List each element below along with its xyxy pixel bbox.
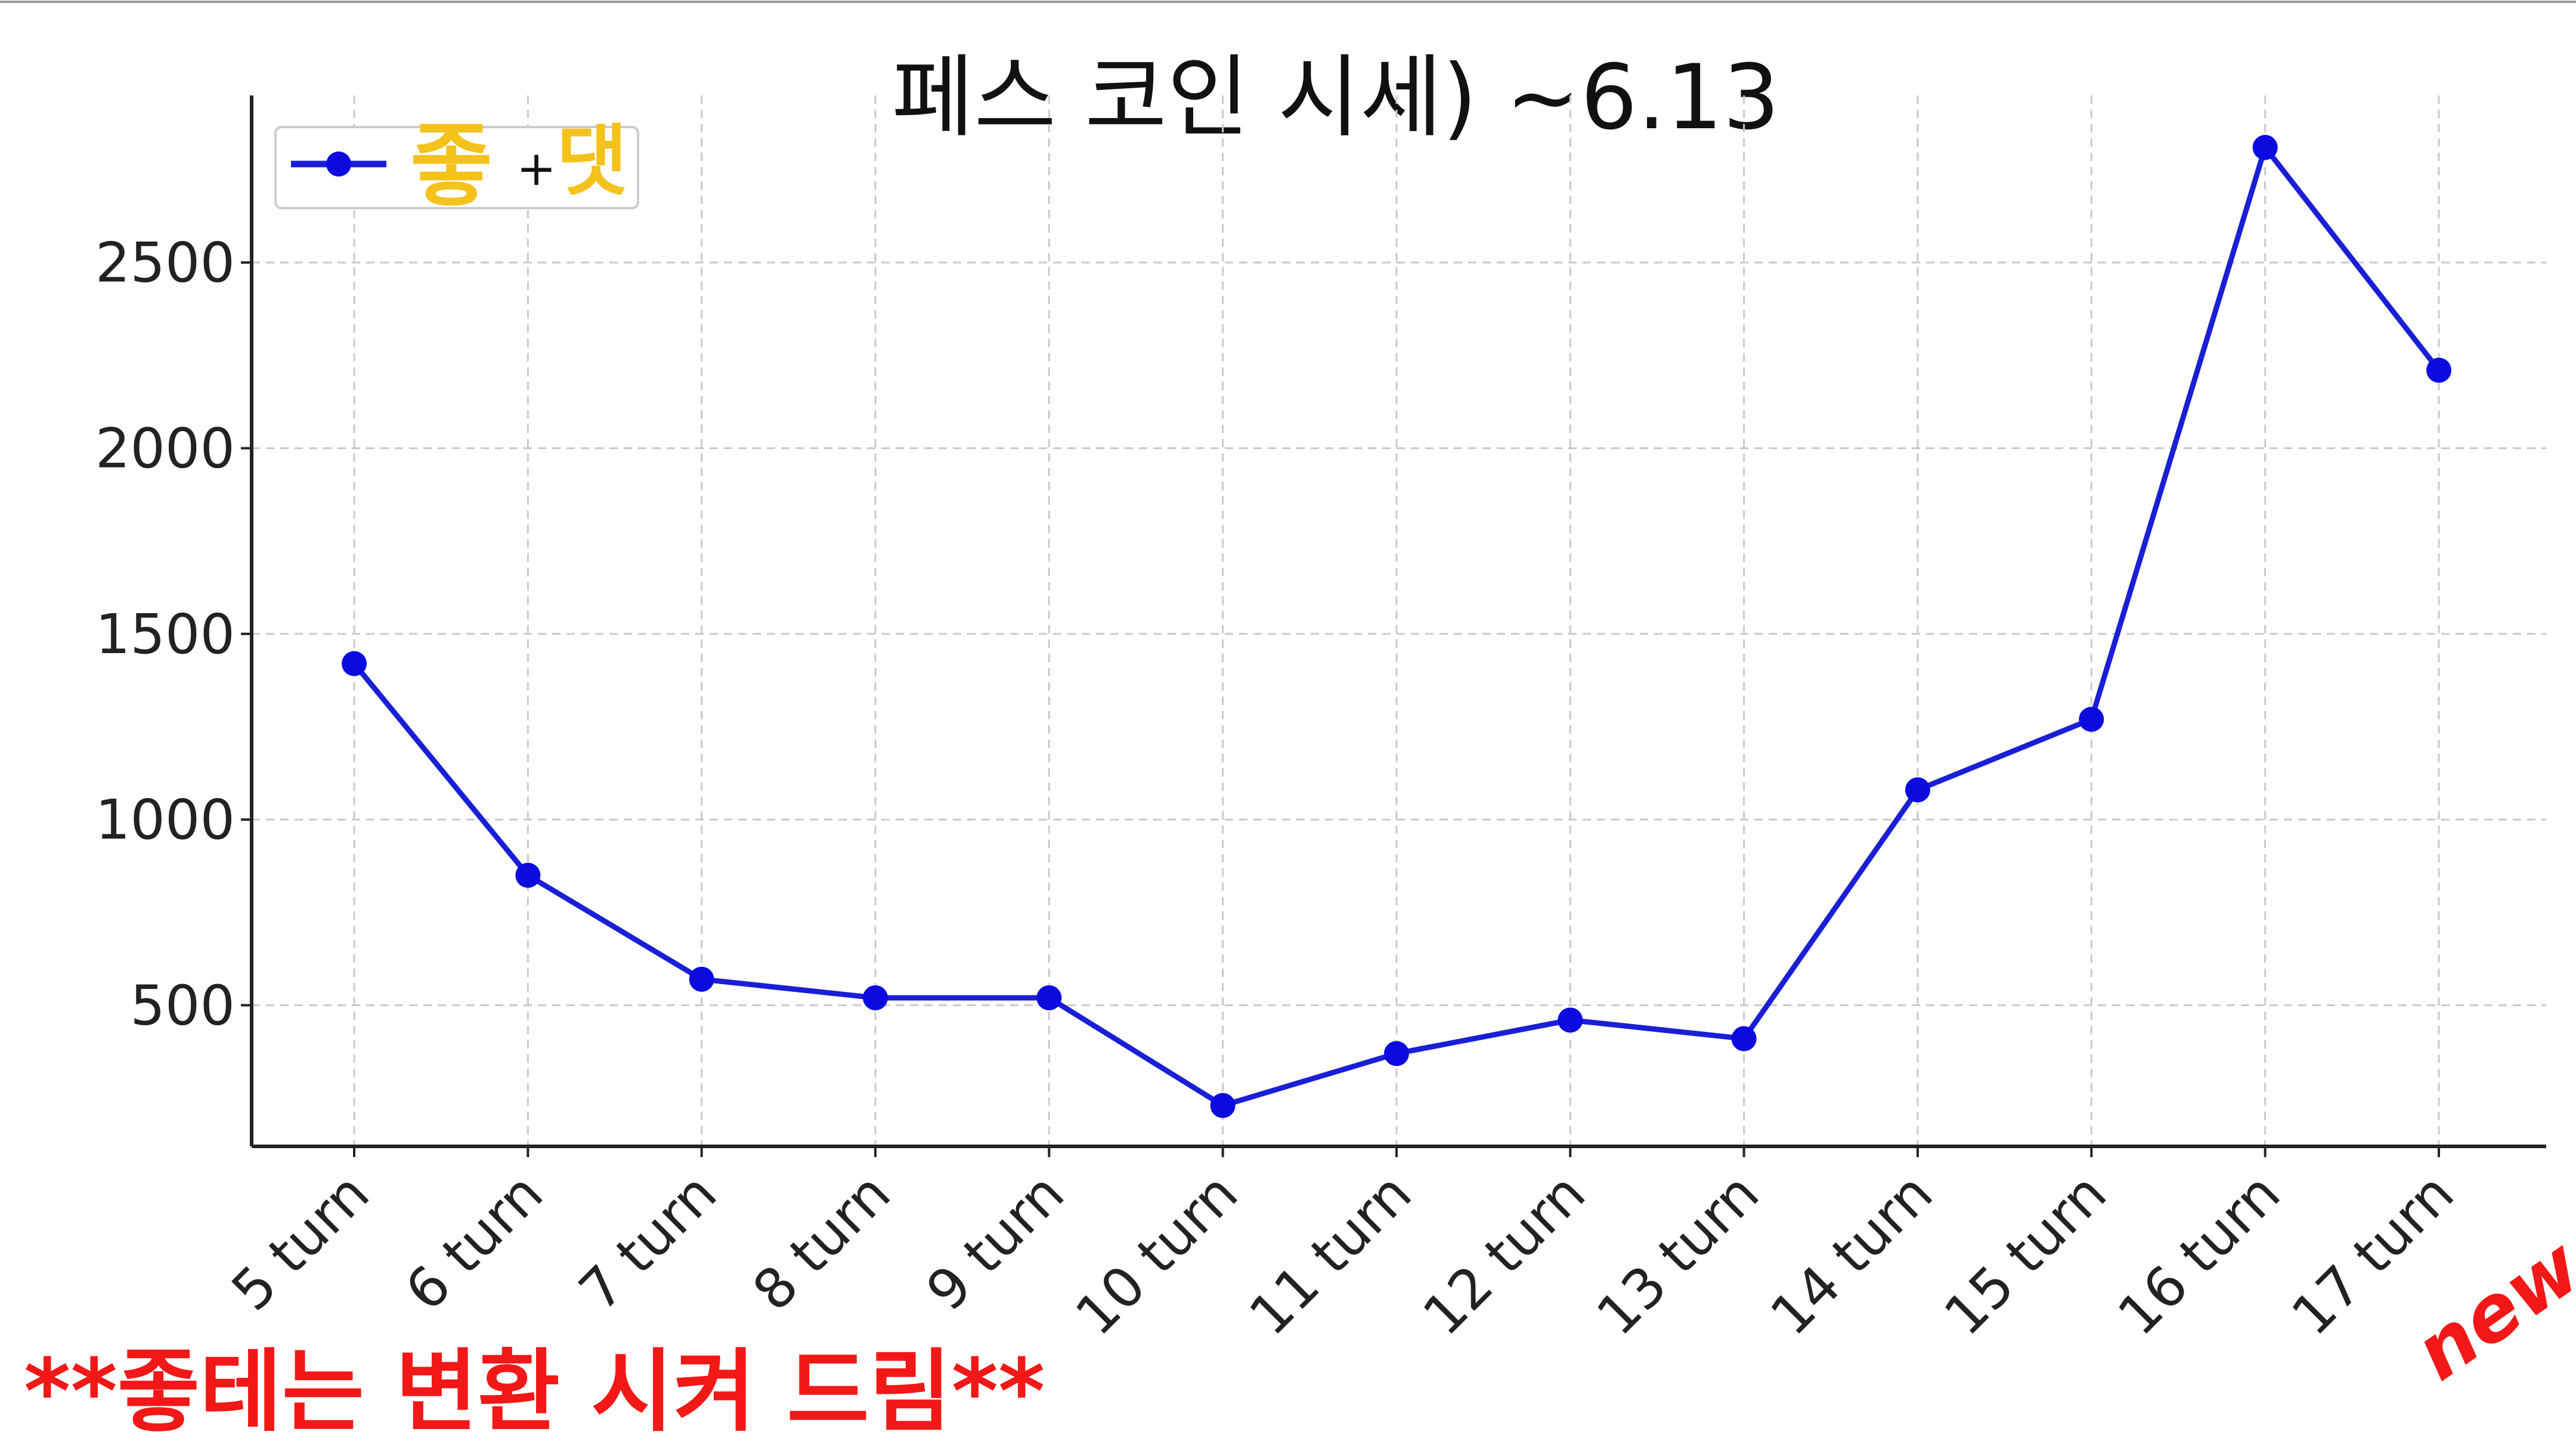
x-tick-label: 5 turn xyxy=(219,1161,381,1323)
x-tick-label: 12 turn xyxy=(1411,1161,1597,1348)
y-tick-labels: 500 1000 1500 2000 2500 xyxy=(95,231,235,1037)
footer-annotation: **좋테는 변환 시켜 드림** xyxy=(24,1340,1045,1441)
legend-marker-swatch xyxy=(326,151,351,177)
data-point xyxy=(1384,1041,1409,1066)
chart-title: 페스 코인 시세) ~6.13 xyxy=(891,46,1779,150)
data-point xyxy=(2426,357,2451,383)
data-point xyxy=(2079,706,2104,732)
legend-label-part-3: 댓 xyxy=(556,116,628,206)
x-tick-label: 16 turn xyxy=(2106,1161,2293,1348)
data-point xyxy=(342,651,367,676)
series-layer xyxy=(342,135,2451,1118)
x-tick-label: 9 turn xyxy=(915,1161,1076,1323)
data-point xyxy=(1558,1007,1583,1033)
x-tick-label: 8 turn xyxy=(741,1161,902,1323)
axes xyxy=(241,95,2546,1157)
y-tick-label: 1000 xyxy=(95,788,235,852)
data-point xyxy=(2252,135,2278,160)
x-tick-label: 15 turn xyxy=(1932,1161,2119,1348)
y-tick-label: 500 xyxy=(130,973,235,1037)
data-point xyxy=(689,966,714,992)
y-tick-label: 2500 xyxy=(95,231,235,295)
data-point xyxy=(863,985,888,1010)
legend-label-part-1: 좋 xyxy=(410,115,493,218)
x-tick-label: 11 turn xyxy=(1237,1161,1424,1348)
y-tick-label: 2000 xyxy=(95,416,235,480)
legend-label-part-2: + xyxy=(516,141,556,196)
data-point xyxy=(1731,1026,1757,1052)
x-tick-label: 6 turn xyxy=(394,1161,555,1323)
data-point xyxy=(1210,1093,1236,1118)
x-tick-label: 7 turn xyxy=(567,1161,729,1323)
svg-text:좋+댓: 좋 +댓 xyxy=(410,115,628,218)
data-point xyxy=(1905,777,1930,803)
legend: 좋 +댓 xyxy=(274,115,639,218)
data-point xyxy=(1036,985,1062,1010)
data-point xyxy=(515,862,541,888)
grid-layer xyxy=(252,95,2546,1146)
y-tick-label: 1500 xyxy=(95,602,235,666)
x-tick-label: 13 turn xyxy=(1585,1161,1772,1348)
legend-box xyxy=(274,126,639,209)
x-tick-label: 10 turn xyxy=(1064,1161,1250,1348)
x-tick-label: 14 turn xyxy=(1758,1161,1945,1348)
